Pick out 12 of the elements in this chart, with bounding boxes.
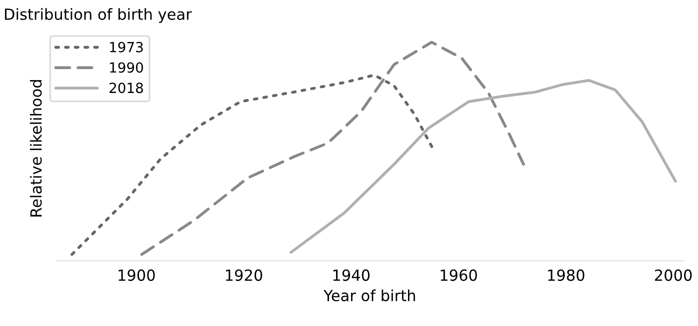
x-tick-label: 1920 bbox=[226, 269, 262, 281]
x-axis-title: Year of birth bbox=[324, 289, 415, 302]
x-tick-label: 1980 bbox=[548, 269, 584, 281]
x-tick-label: 1940 bbox=[333, 269, 370, 281]
x-tick-label: 1960 bbox=[440, 269, 477, 281]
legend-label: 2018 bbox=[110, 82, 143, 94]
chart-title: Distribution of birth year bbox=[4, 8, 192, 23]
x-tick-label: 2000 bbox=[654, 269, 692, 281]
y-axis-title: Relative likelihood bbox=[30, 80, 42, 216]
x-tick-label: 1900 bbox=[118, 269, 155, 281]
legend-label: 1990 bbox=[110, 62, 143, 73]
legend-label: 1973 bbox=[110, 42, 143, 52]
